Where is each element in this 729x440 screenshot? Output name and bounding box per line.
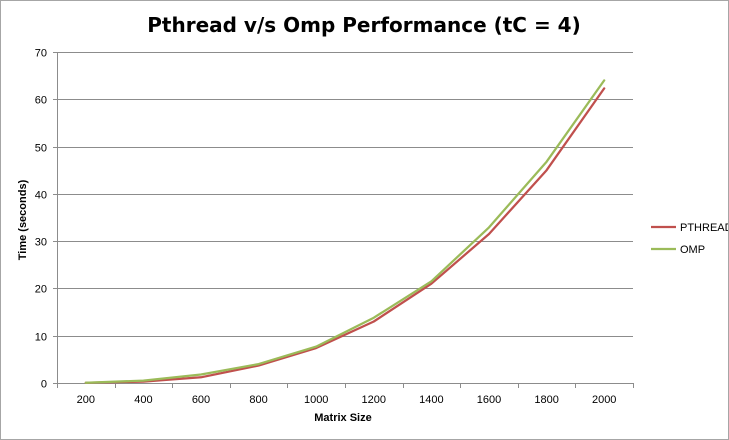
- x-tick-label: 1600: [477, 394, 501, 406]
- series-lines: [84, 79, 606, 384]
- y-tick-label: 50: [35, 143, 47, 155]
- x-tick-label: 200: [77, 394, 95, 406]
- y-tick-label: 60: [35, 95, 47, 107]
- y-tick-label: 10: [35, 332, 47, 344]
- x-tick-label: 600: [192, 394, 210, 406]
- legend-label-pthread: PTHREAD: [680, 222, 728, 234]
- y-axis-ticks: 0 10 20 30 40 50 60 70: [35, 48, 57, 391]
- x-axis-title: Matrix Size: [314, 412, 371, 424]
- x-tick-label: 1000: [304, 394, 328, 406]
- series-line-omp: [84, 79, 606, 384]
- x-tick-label: 400: [134, 394, 152, 406]
- legend-label-omp: OMP: [680, 244, 705, 256]
- series-line-pthread: [84, 87, 606, 384]
- x-axis-ticks: 200 400 600 800 1000 1200 1400 1600 1800 2000: [57, 383, 634, 406]
- y-tick-label: 40: [35, 190, 47, 202]
- legend: PTHREAD OMP: [651, 222, 728, 256]
- y-tick-label: 30: [35, 237, 47, 249]
- x-tick-label: 1800: [534, 394, 558, 406]
- y-axis-title: Time (seconds): [17, 179, 29, 260]
- y-tick-label: 20: [35, 284, 47, 296]
- x-tick-label: 800: [249, 394, 267, 406]
- chart-title: Pthread v/s Omp Performance (tC = 4): [147, 13, 580, 37]
- gridlines: [57, 52, 633, 337]
- y-tick-label: 70: [35, 48, 47, 60]
- x-tick-label: 1400: [419, 394, 443, 406]
- x-tick-label: 1200: [362, 394, 386, 406]
- x-tick-label: 2000: [592, 394, 616, 406]
- y-tick-label: 0: [41, 379, 47, 391]
